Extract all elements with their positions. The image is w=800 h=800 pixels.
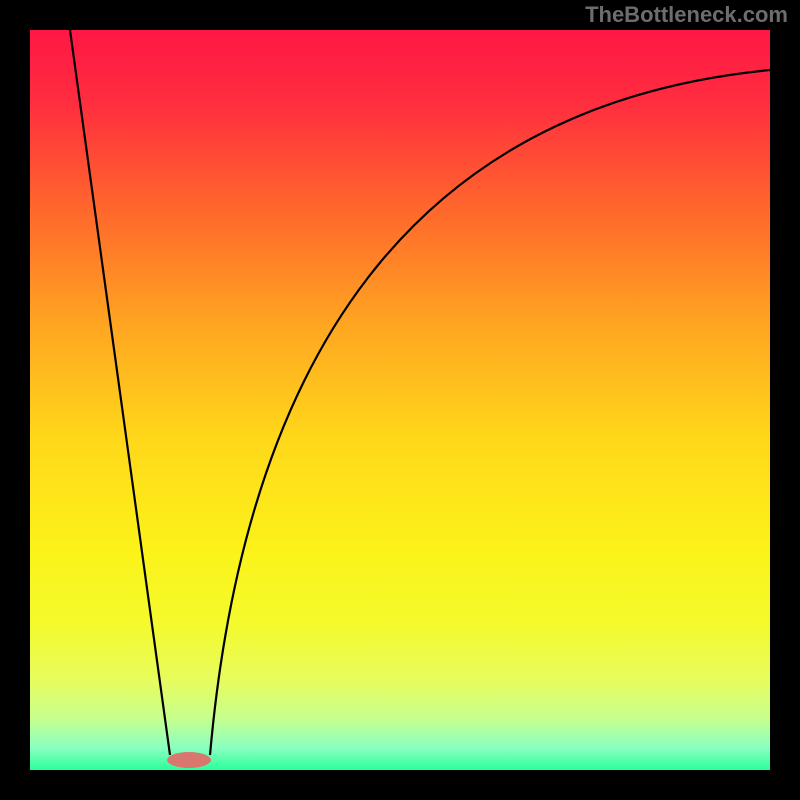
marker-pill (167, 752, 211, 768)
chart-svg (0, 0, 800, 800)
watermark-text: TheBottleneck.com (585, 2, 788, 28)
bottleneck-chart: TheBottleneck.com (0, 0, 800, 800)
plot-background (30, 30, 770, 770)
